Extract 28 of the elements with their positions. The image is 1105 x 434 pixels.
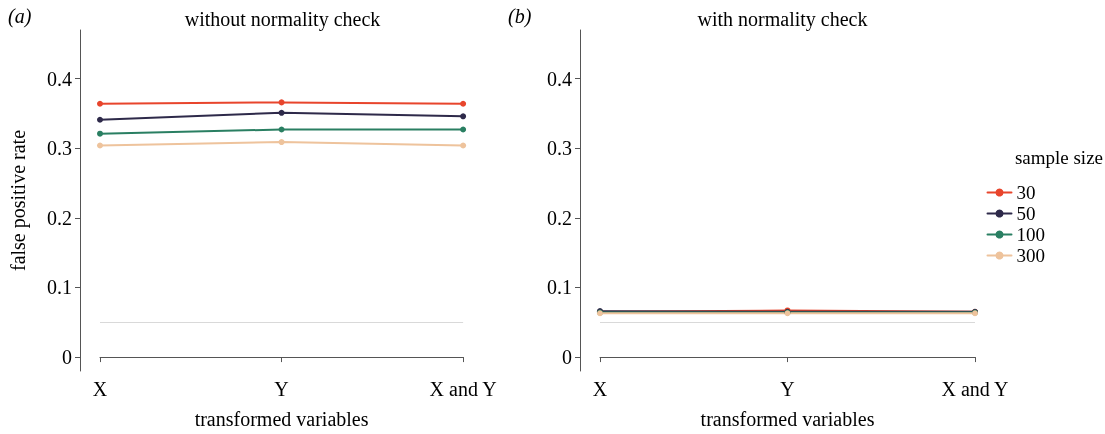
y-tick-label: 0.4 — [47, 67, 72, 90]
legend-label: 300 — [1016, 245, 1045, 266]
x-axis-title: transformed variables — [700, 408, 875, 430]
x-axis-title: transformed variables — [194, 408, 369, 430]
y-tick-label: 0.1 — [47, 276, 72, 299]
y-tick-label: 0.2 — [547, 206, 572, 229]
y-tick-label: 0.1 — [547, 276, 572, 299]
x-tick-label: X and Y — [429, 378, 497, 400]
legend-title: sample size — [1014, 147, 1103, 168]
legend-label: 100 — [1016, 224, 1045, 245]
x-tick-label: X — [92, 378, 108, 400]
x-tick-label: X and Y — [941, 378, 1009, 400]
legend-label: 50 — [1016, 203, 1036, 224]
y-tick-label: 0.3 — [547, 137, 572, 160]
legend-label: 30 — [1016, 182, 1036, 203]
y-tick-label: 0.2 — [47, 206, 72, 229]
x-tick-label: Y — [780, 378, 795, 400]
text: (b) — [508, 5, 532, 28]
text: (a) — [8, 5, 32, 28]
y-tick-label: 0 — [562, 346, 572, 369]
x-tick-label: X — [592, 378, 608, 400]
y-tick-label: 0 — [62, 346, 72, 369]
chart-title: without normality check — [184, 8, 381, 31]
y-tick-label: 0.4 — [547, 67, 572, 90]
y-tick-label: 0.3 — [47, 137, 72, 160]
y-axis-title: false positive rate — [7, 129, 30, 272]
chart-title: with normality check — [697, 8, 868, 31]
x-tick-label: Y — [274, 378, 289, 400]
